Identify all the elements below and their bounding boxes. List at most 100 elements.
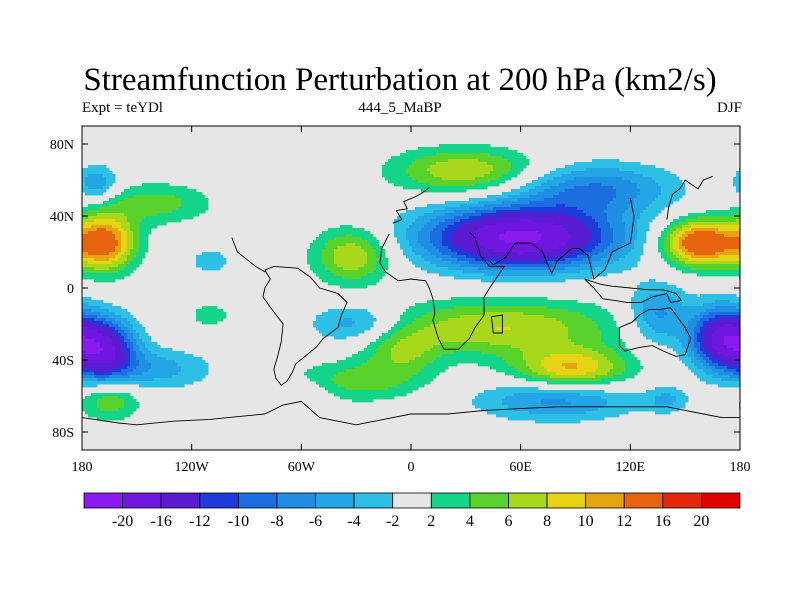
field-cell [538,186,542,190]
field-cell [598,180,602,184]
field-cell [376,255,380,259]
field-cell [460,213,464,217]
field-cell [595,195,599,199]
field-cell [580,186,584,190]
field-cell [142,201,146,205]
field-cell [589,261,593,265]
field-cell [709,258,713,262]
field-cell [589,162,593,166]
field-cell [388,165,392,169]
field-cell [124,213,128,217]
field-cell [538,213,542,217]
field-cell [145,219,149,223]
field-cell [100,243,104,247]
field-cell [616,267,620,271]
field-cell [571,264,575,268]
field-cell [523,246,527,250]
field-cell [475,270,479,274]
field-cell [427,252,431,256]
field-cell [712,240,716,244]
field-cell [700,264,704,268]
field-cell [184,195,188,199]
field-cell [634,264,638,268]
field-cell [211,267,215,271]
field-cell [634,183,638,187]
field-cell [136,240,140,244]
field-cell [436,183,440,187]
field-cell [409,243,413,247]
field-cell [508,246,512,250]
field-cell [460,246,464,250]
field-cell [496,219,500,223]
field-cell [550,210,554,214]
field-cell [580,237,584,241]
field-cell [349,267,353,271]
field-cell [118,201,122,205]
field-cell [352,252,356,256]
field-cell [181,186,185,190]
field-cell [604,228,608,232]
field-cell [82,225,86,229]
field-cell [463,204,467,208]
field-cell [544,198,548,202]
field-cell [151,219,155,223]
field-cell [427,234,431,238]
field-cell [133,252,137,256]
field-cell [727,222,731,226]
field-cell [562,243,566,247]
field-cell [100,174,104,178]
field-cell [520,219,524,223]
field-cell [481,228,485,232]
field-cell [529,225,533,229]
field-cell [211,255,215,259]
field-cell [448,261,452,265]
field-cell [655,207,659,211]
field-cell [487,213,491,217]
field-cell [373,246,377,250]
field-cell [529,231,533,235]
field-cell [490,216,494,220]
field-cell [577,183,581,187]
field-cell [502,171,506,175]
field-cell [190,201,194,205]
field-cell [85,174,89,178]
field-cell [658,246,662,250]
field-cell [607,192,611,196]
field-cell [649,177,653,181]
field-cell [619,198,623,202]
field-cell [628,177,632,181]
field-cell [664,186,668,190]
field-cell [364,246,368,250]
field-cell [469,150,473,154]
field-cell [436,258,440,262]
field-cell [472,231,476,235]
field-cell [430,255,434,259]
field-cell [430,186,434,190]
field-cell [469,144,473,148]
field-cell [631,162,635,166]
field-cell [511,153,515,157]
field-cell [106,255,110,259]
field-cell [178,210,182,214]
field-cell [451,240,455,244]
field-cell [604,225,608,229]
field-cell [472,174,476,178]
field-cell [523,210,527,214]
field-cell [322,246,326,250]
field-cell [661,234,665,238]
field-cell [565,186,569,190]
field-cell [121,216,125,220]
field-cell [517,153,521,157]
field-cell [577,186,581,190]
field-cell [598,264,602,268]
field-cell [622,198,626,202]
field-cell [610,189,614,193]
field-cell [154,219,158,223]
field-cell [433,216,437,220]
field-cell [736,249,740,253]
field-cell [481,168,485,172]
field-cell [634,204,638,208]
field-cell [358,270,362,274]
field-cell [94,243,98,247]
field-cell [364,261,368,265]
